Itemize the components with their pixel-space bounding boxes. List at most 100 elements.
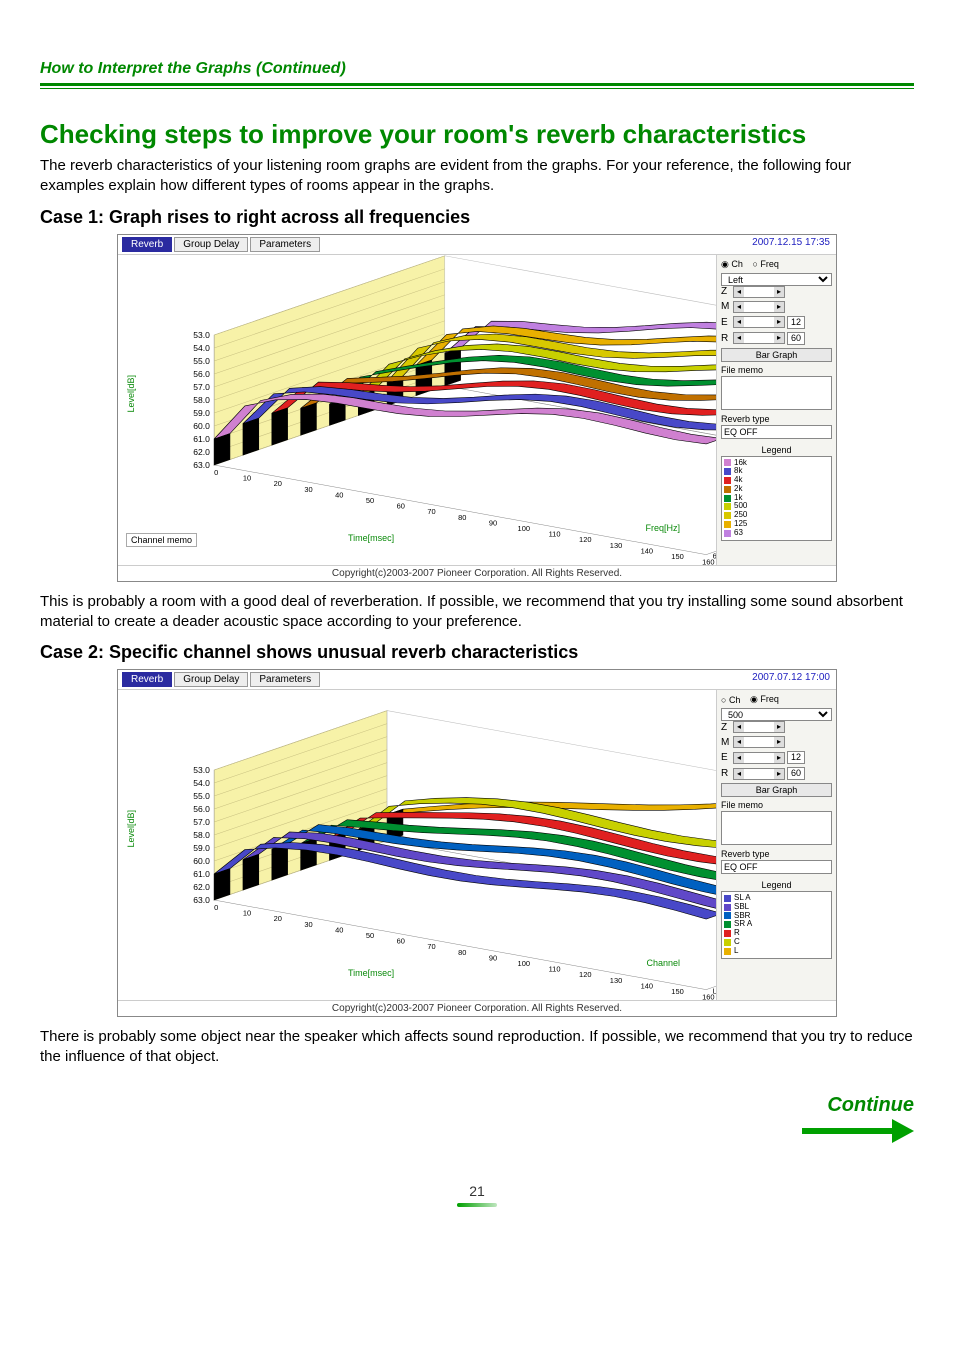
file-memo-label: File memo xyxy=(721,800,832,810)
svg-text:60.0: 60.0 xyxy=(193,857,210,866)
svg-text:0: 0 xyxy=(214,468,218,477)
svg-text:59.0: 59.0 xyxy=(193,409,210,418)
svg-text:80: 80 xyxy=(458,948,466,957)
eq-off-field: EQ OFF xyxy=(721,860,832,874)
channel-memo: Channel memo xyxy=(126,533,197,547)
svg-text:110: 110 xyxy=(549,965,561,974)
svg-text:40: 40 xyxy=(335,490,343,499)
continue-bar xyxy=(802,1128,892,1134)
radio-ch[interactable]: ◉ Ch xyxy=(721,259,743,270)
graph-timestamp: 2007.12.15 17:35 xyxy=(746,235,836,255)
svg-text:53.0: 53.0 xyxy=(193,766,210,775)
svg-text:63.0: 63.0 xyxy=(193,896,210,905)
svg-text:56.0: 56.0 xyxy=(193,805,210,814)
svg-text:20: 20 xyxy=(274,914,282,923)
spinner-row-z[interactable]: Z◂▸ xyxy=(721,721,832,733)
time-axis-label: Time[msec] xyxy=(348,533,394,543)
case2-title: Case 2: Specific channel shows unusual r… xyxy=(40,642,914,663)
svg-text:58.0: 58.0 xyxy=(193,396,210,405)
spinner-row-m[interactable]: M◂▸ xyxy=(721,736,832,748)
case1-graph-window: Reverb Group Delay Parameters 2007.12.15… xyxy=(117,234,837,582)
graph-tabs: Reverb Group Delay Parameters xyxy=(118,235,746,255)
file-memo-label: File memo xyxy=(721,365,832,375)
svg-text:61.0: 61.0 xyxy=(193,435,210,444)
spinner-row-z[interactable]: Z◂▸ xyxy=(721,286,832,298)
radio-ch[interactable]: ○ Ch xyxy=(721,695,740,705)
svg-text:62.0: 62.0 xyxy=(193,883,210,892)
z-axis-label: Level[dB] xyxy=(126,375,136,413)
svg-text:56.0: 56.0 xyxy=(193,370,210,379)
svg-text:55.0: 55.0 xyxy=(193,357,210,366)
continue-indicator: Continue xyxy=(40,1094,914,1143)
spinner-row-e[interactable]: E◂▸12 xyxy=(721,316,832,329)
graph-copyright: Copyright(c)2003-2007 Pioneer Corporatio… xyxy=(118,565,836,581)
reverb-type-label: Reverb type xyxy=(721,849,832,859)
page-title: Checking steps to improve your room's re… xyxy=(40,119,914,150)
svg-text:20: 20 xyxy=(274,479,282,488)
spinner-row-e[interactable]: E◂▸12 xyxy=(721,751,832,764)
case2-plot-area: 63.062.061.060.059.058.057.056.055.054.0… xyxy=(118,690,716,1000)
legend-box: 16k8k4k2k1k50025012563 xyxy=(721,456,832,541)
case2-graph-window: Reverb Group Delay Parameters 2007.07.12… xyxy=(117,669,837,1017)
svg-text:53.0: 53.0 xyxy=(193,331,210,340)
svg-text:100: 100 xyxy=(518,524,530,533)
case1-side-panel: ◉ Ch ○ Freq Left Z◂▸ M◂▸ E◂▸12 R◂▸60 Bar Gr… xyxy=(716,255,836,565)
spinner-row-r[interactable]: R◂▸60 xyxy=(721,767,832,780)
svg-text:130: 130 xyxy=(610,541,622,550)
svg-text:60: 60 xyxy=(397,501,405,510)
radio-freq[interactable]: ◉ Freq xyxy=(750,694,779,705)
svg-text:62.0: 62.0 xyxy=(193,448,210,457)
tab-reverb[interactable]: Reverb xyxy=(122,672,172,687)
reverb-type-label: Reverb type xyxy=(721,414,832,424)
bar-graph-button[interactable]: Bar Graph xyxy=(721,348,832,362)
spinner-row-r[interactable]: R◂▸60 xyxy=(721,332,832,345)
z-axis-label: Level[dB] xyxy=(126,810,136,848)
svg-text:57.0: 57.0 xyxy=(193,818,210,827)
spinner-row-m[interactable]: M◂▸ xyxy=(721,301,832,313)
svg-text:59.0: 59.0 xyxy=(193,844,210,853)
case2-description: There is probably some object near the s… xyxy=(40,1027,914,1068)
legend-title: Legend xyxy=(721,445,832,455)
svg-text:40: 40 xyxy=(335,926,343,935)
svg-text:80: 80 xyxy=(458,513,466,522)
file-memo-box[interactable] xyxy=(721,811,832,845)
file-memo-box[interactable] xyxy=(721,376,832,410)
bar-graph-button[interactable]: Bar Graph xyxy=(721,783,832,797)
tab-parameters[interactable]: Parameters xyxy=(250,237,320,252)
case1-plot-area: 63.0 62.0 61.0 60.0 59.0 58.0 57.0 56.0 55.0 54.0… xyxy=(118,255,716,565)
svg-text:130: 130 xyxy=(610,976,622,985)
page-number-underline xyxy=(457,1203,497,1207)
svg-text:90: 90 xyxy=(489,954,497,963)
svg-text:110: 110 xyxy=(549,529,561,538)
tab-parameters[interactable]: Parameters xyxy=(250,672,320,687)
channel-select[interactable]: Left xyxy=(721,273,832,286)
svg-text:120: 120 xyxy=(579,535,591,544)
svg-text:54.0: 54.0 xyxy=(193,344,210,353)
case1-title: Case 1: Graph rises to right across all … xyxy=(40,207,914,228)
case2-side-panel: ○ Ch ◉ Freq 500 Z◂▸ M◂▸ E◂▸12 R◂▸60 Bar Gra… xyxy=(716,690,836,1000)
tab-group-delay[interactable]: Group Delay xyxy=(174,237,248,252)
tab-reverb[interactable]: Reverb xyxy=(122,237,172,252)
tab-group-delay[interactable]: Group Delay xyxy=(174,672,248,687)
svg-text:100: 100 xyxy=(518,959,530,968)
svg-text:140: 140 xyxy=(641,546,653,555)
freq-select[interactable]: 500 xyxy=(721,708,832,721)
svg-text:50: 50 xyxy=(366,496,374,505)
svg-text:70: 70 xyxy=(427,942,435,951)
legend-item: C xyxy=(724,938,829,947)
section-divider xyxy=(40,83,914,89)
svg-text:90: 90 xyxy=(489,518,497,527)
svg-text:70: 70 xyxy=(427,507,435,516)
svg-text:60.0: 60.0 xyxy=(193,422,210,431)
svg-text:55.0: 55.0 xyxy=(193,792,210,801)
intro-paragraph: The reverb characteristics of your liste… xyxy=(40,156,914,197)
svg-text:63.0: 63.0 xyxy=(193,461,210,470)
eq-off-field: EQ OFF xyxy=(721,425,832,439)
svg-text:0: 0 xyxy=(214,903,218,912)
time-axis-label: Time[msec] xyxy=(348,968,394,978)
svg-text:60: 60 xyxy=(397,937,405,946)
svg-text:150: 150 xyxy=(671,552,683,561)
legend-box: SL ASBLSBRSR ARCL xyxy=(721,891,832,959)
radio-freq[interactable]: ○ Freq xyxy=(752,259,778,269)
svg-text:57.0: 57.0 xyxy=(193,383,210,392)
